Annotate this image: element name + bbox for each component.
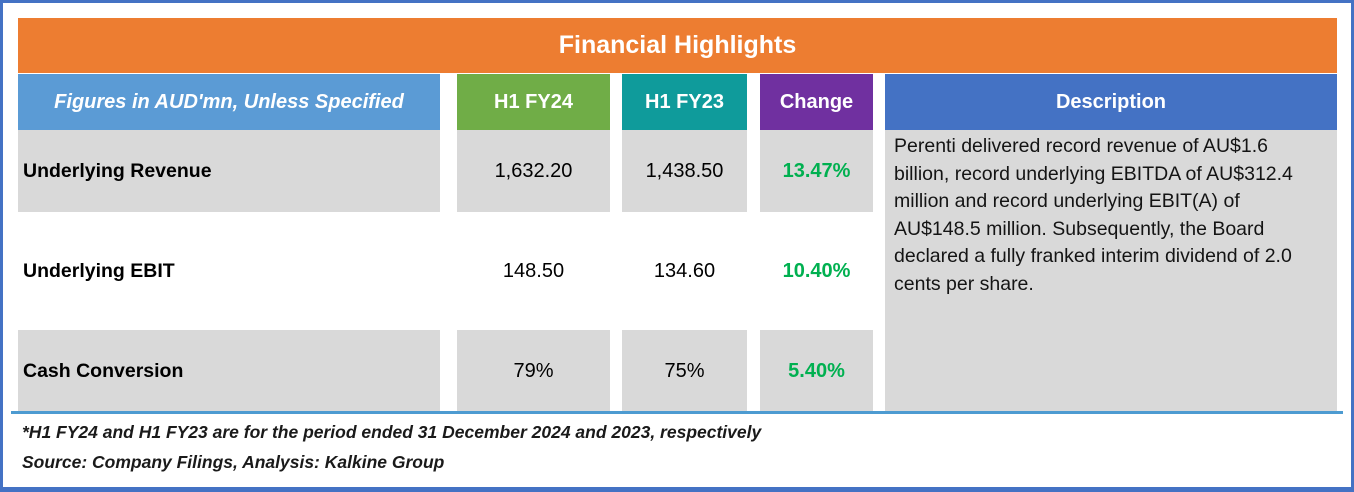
- column-header-description: Description: [885, 74, 1337, 130]
- footer-divider-rule: [11, 411, 1343, 414]
- row-cash-conversion-change: 5.40%: [760, 330, 873, 412]
- footnotes: *H1 FY24 and H1 FY23 are for the period …: [22, 417, 1339, 477]
- row-underlying-ebit-h1fy23: 134.60: [653, 259, 716, 282]
- table-title: Financial Highlights: [18, 18, 1337, 73]
- row-underlying-revenue-h1fy23: 1,438.50: [622, 130, 747, 212]
- row-underlying-revenue-change: 13.47%: [760, 130, 873, 212]
- row-underlying-ebit-h1fy24: 148.50: [502, 259, 565, 282]
- row-cash-conversion-h1fy24: 79%: [457, 330, 610, 412]
- footnote-source: Source: Company Filings, Analysis: Kalki…: [22, 452, 445, 472]
- row-underlying-revenue-h1fy24: 1,632.20: [457, 130, 610, 212]
- column-header-change: Change: [760, 74, 873, 130]
- row-underlying-revenue-label: Underlying Revenue: [18, 130, 440, 212]
- row-cash-conversion-label: Cash Conversion: [18, 330, 440, 412]
- column-header-unit-note: Figures in AUD'mn, Unless Specified: [18, 74, 440, 130]
- footnote-period: *H1 FY24 and H1 FY23 are for the period …: [22, 422, 762, 442]
- row-underlying-ebit-change: 10.40%: [782, 259, 851, 282]
- column-header-h1-fy24: H1 FY24: [457, 74, 610, 130]
- column-header-h1-fy23: H1 FY23: [622, 74, 747, 130]
- description-text: Perenti delivered record revenue of AU$1…: [885, 130, 1337, 412]
- table-content: Financial Highlights Figures in AUD'mn, …: [18, 18, 1337, 412]
- row-cash-conversion-h1fy23: 75%: [622, 330, 747, 412]
- financial-table: Figures in AUD'mn, Unless Specified H1 F…: [18, 74, 1337, 412]
- row-underlying-ebit-label: Underlying EBIT: [23, 259, 175, 282]
